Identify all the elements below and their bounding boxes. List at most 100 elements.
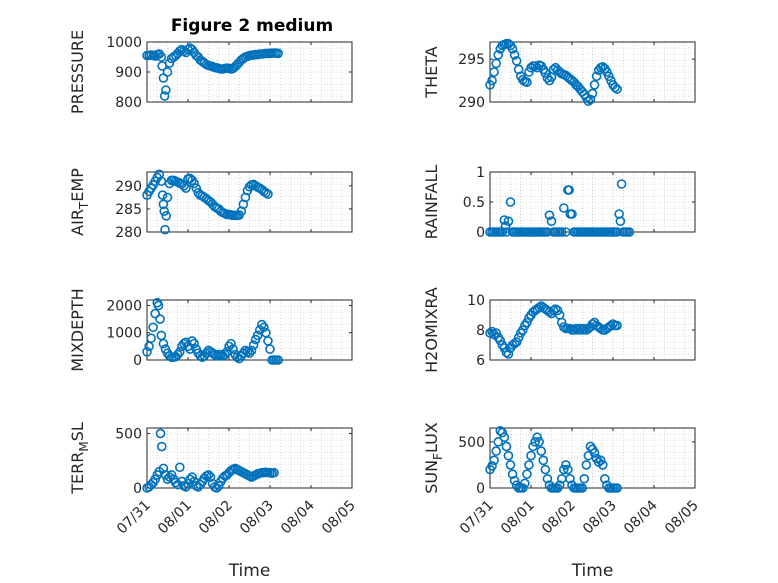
x-axis-label: Time xyxy=(228,561,271,581)
data-point xyxy=(599,473,610,484)
data-point xyxy=(558,203,569,213)
data-point xyxy=(556,227,567,237)
x-tick-label: 08/03 xyxy=(237,498,277,538)
data-point xyxy=(248,340,259,350)
data-point xyxy=(587,88,598,99)
data-point xyxy=(507,469,518,479)
x-tick-label: 07/31 xyxy=(457,498,497,538)
data-point xyxy=(548,64,559,75)
x-tick-label: 07/31 xyxy=(114,498,154,538)
data-point xyxy=(487,461,497,471)
x-tick-label: 08/02 xyxy=(539,498,579,538)
data-point xyxy=(228,344,238,354)
data-point xyxy=(489,455,499,466)
data-point xyxy=(161,85,171,95)
data-point xyxy=(610,82,620,93)
data-point xyxy=(175,462,185,473)
axes-frame xyxy=(146,427,353,489)
figure-title: Figure 2 medium xyxy=(171,16,333,36)
subplot-sun-flux: 0 500 07/31 08/01 08/02 08/03 08/04 08/05 Time SU… xyxy=(422,422,702,581)
data-point xyxy=(159,91,170,101)
data-point xyxy=(156,441,167,452)
data-point xyxy=(509,475,520,486)
data-point xyxy=(191,183,201,193)
y-axis-label: AIRTEMP xyxy=(68,168,91,236)
y-tick-label: 290 xyxy=(115,179,142,195)
subplot-terr-msl: 0 500 07/31 08/01 08/02 08/03 08/04 08/05 Time TE… xyxy=(68,422,359,581)
data-point xyxy=(156,330,167,341)
data-point xyxy=(238,348,249,358)
data-point xyxy=(493,50,504,60)
data-point xyxy=(530,437,540,447)
data-point xyxy=(161,211,172,221)
y-tick-label: 8 xyxy=(476,323,485,339)
data-point xyxy=(501,441,512,452)
data-point xyxy=(497,427,508,438)
data-point xyxy=(612,84,622,94)
data-point xyxy=(577,325,588,335)
data-point xyxy=(157,190,168,200)
data-point xyxy=(491,328,501,338)
data-point xyxy=(507,44,518,54)
data-point xyxy=(189,178,199,189)
x-tick-label: 08/02 xyxy=(196,498,236,538)
data-point xyxy=(189,338,199,349)
data-point xyxy=(558,464,569,475)
data-point xyxy=(489,67,499,77)
data-point xyxy=(491,58,501,69)
data-point xyxy=(526,450,536,461)
data-point xyxy=(528,441,538,452)
subplot-h2omixra: 6 8 10 H2OMIXRA xyxy=(422,287,696,373)
data-point xyxy=(577,483,588,493)
data-point xyxy=(548,305,559,316)
data-point xyxy=(503,450,514,461)
y-tick-label: 295 xyxy=(458,52,485,68)
y-axis-label: H2OMIXRA xyxy=(422,287,441,373)
data-point xyxy=(155,428,166,439)
data-point xyxy=(273,355,284,365)
data-point xyxy=(156,52,167,62)
y-tick-label: 0 xyxy=(476,225,485,241)
data-point xyxy=(536,446,547,456)
data-point xyxy=(179,181,189,191)
x-tick-label: 08/05 xyxy=(319,498,359,538)
y-tick-label: 0 xyxy=(476,481,485,497)
data-point xyxy=(256,319,267,330)
data-point xyxy=(142,347,152,357)
data-point xyxy=(597,460,608,470)
data-point xyxy=(205,472,216,482)
data-point xyxy=(269,467,279,478)
data-point xyxy=(499,215,510,225)
data-point xyxy=(564,185,574,195)
data-point xyxy=(513,332,524,343)
data-point xyxy=(150,308,160,319)
data-point xyxy=(175,347,185,357)
y-axis-label: RAINFALL xyxy=(422,165,441,240)
data-point xyxy=(542,473,553,484)
data-point xyxy=(589,448,600,458)
data-point xyxy=(509,50,520,60)
data-point xyxy=(581,460,592,470)
data-point xyxy=(148,322,158,333)
data-point xyxy=(563,464,573,475)
data-point xyxy=(532,432,542,443)
data-point xyxy=(146,333,156,343)
data-point xyxy=(170,477,181,488)
data-point xyxy=(273,48,284,59)
data-point xyxy=(155,314,165,324)
data-point xyxy=(561,460,571,470)
data-point xyxy=(616,179,627,189)
data-point xyxy=(503,216,514,226)
y-tick-label: 1000 xyxy=(106,35,142,51)
data-point xyxy=(579,473,590,484)
data-point xyxy=(534,302,545,313)
data-point xyxy=(244,348,255,358)
data-point xyxy=(538,455,549,466)
data-point xyxy=(534,437,545,447)
data-point xyxy=(160,224,170,235)
y-tick-label: 0.5 xyxy=(463,195,485,211)
data-point xyxy=(503,349,514,359)
data-point xyxy=(567,209,577,219)
data-point xyxy=(542,73,553,83)
y-tick-label: 0 xyxy=(133,353,142,369)
